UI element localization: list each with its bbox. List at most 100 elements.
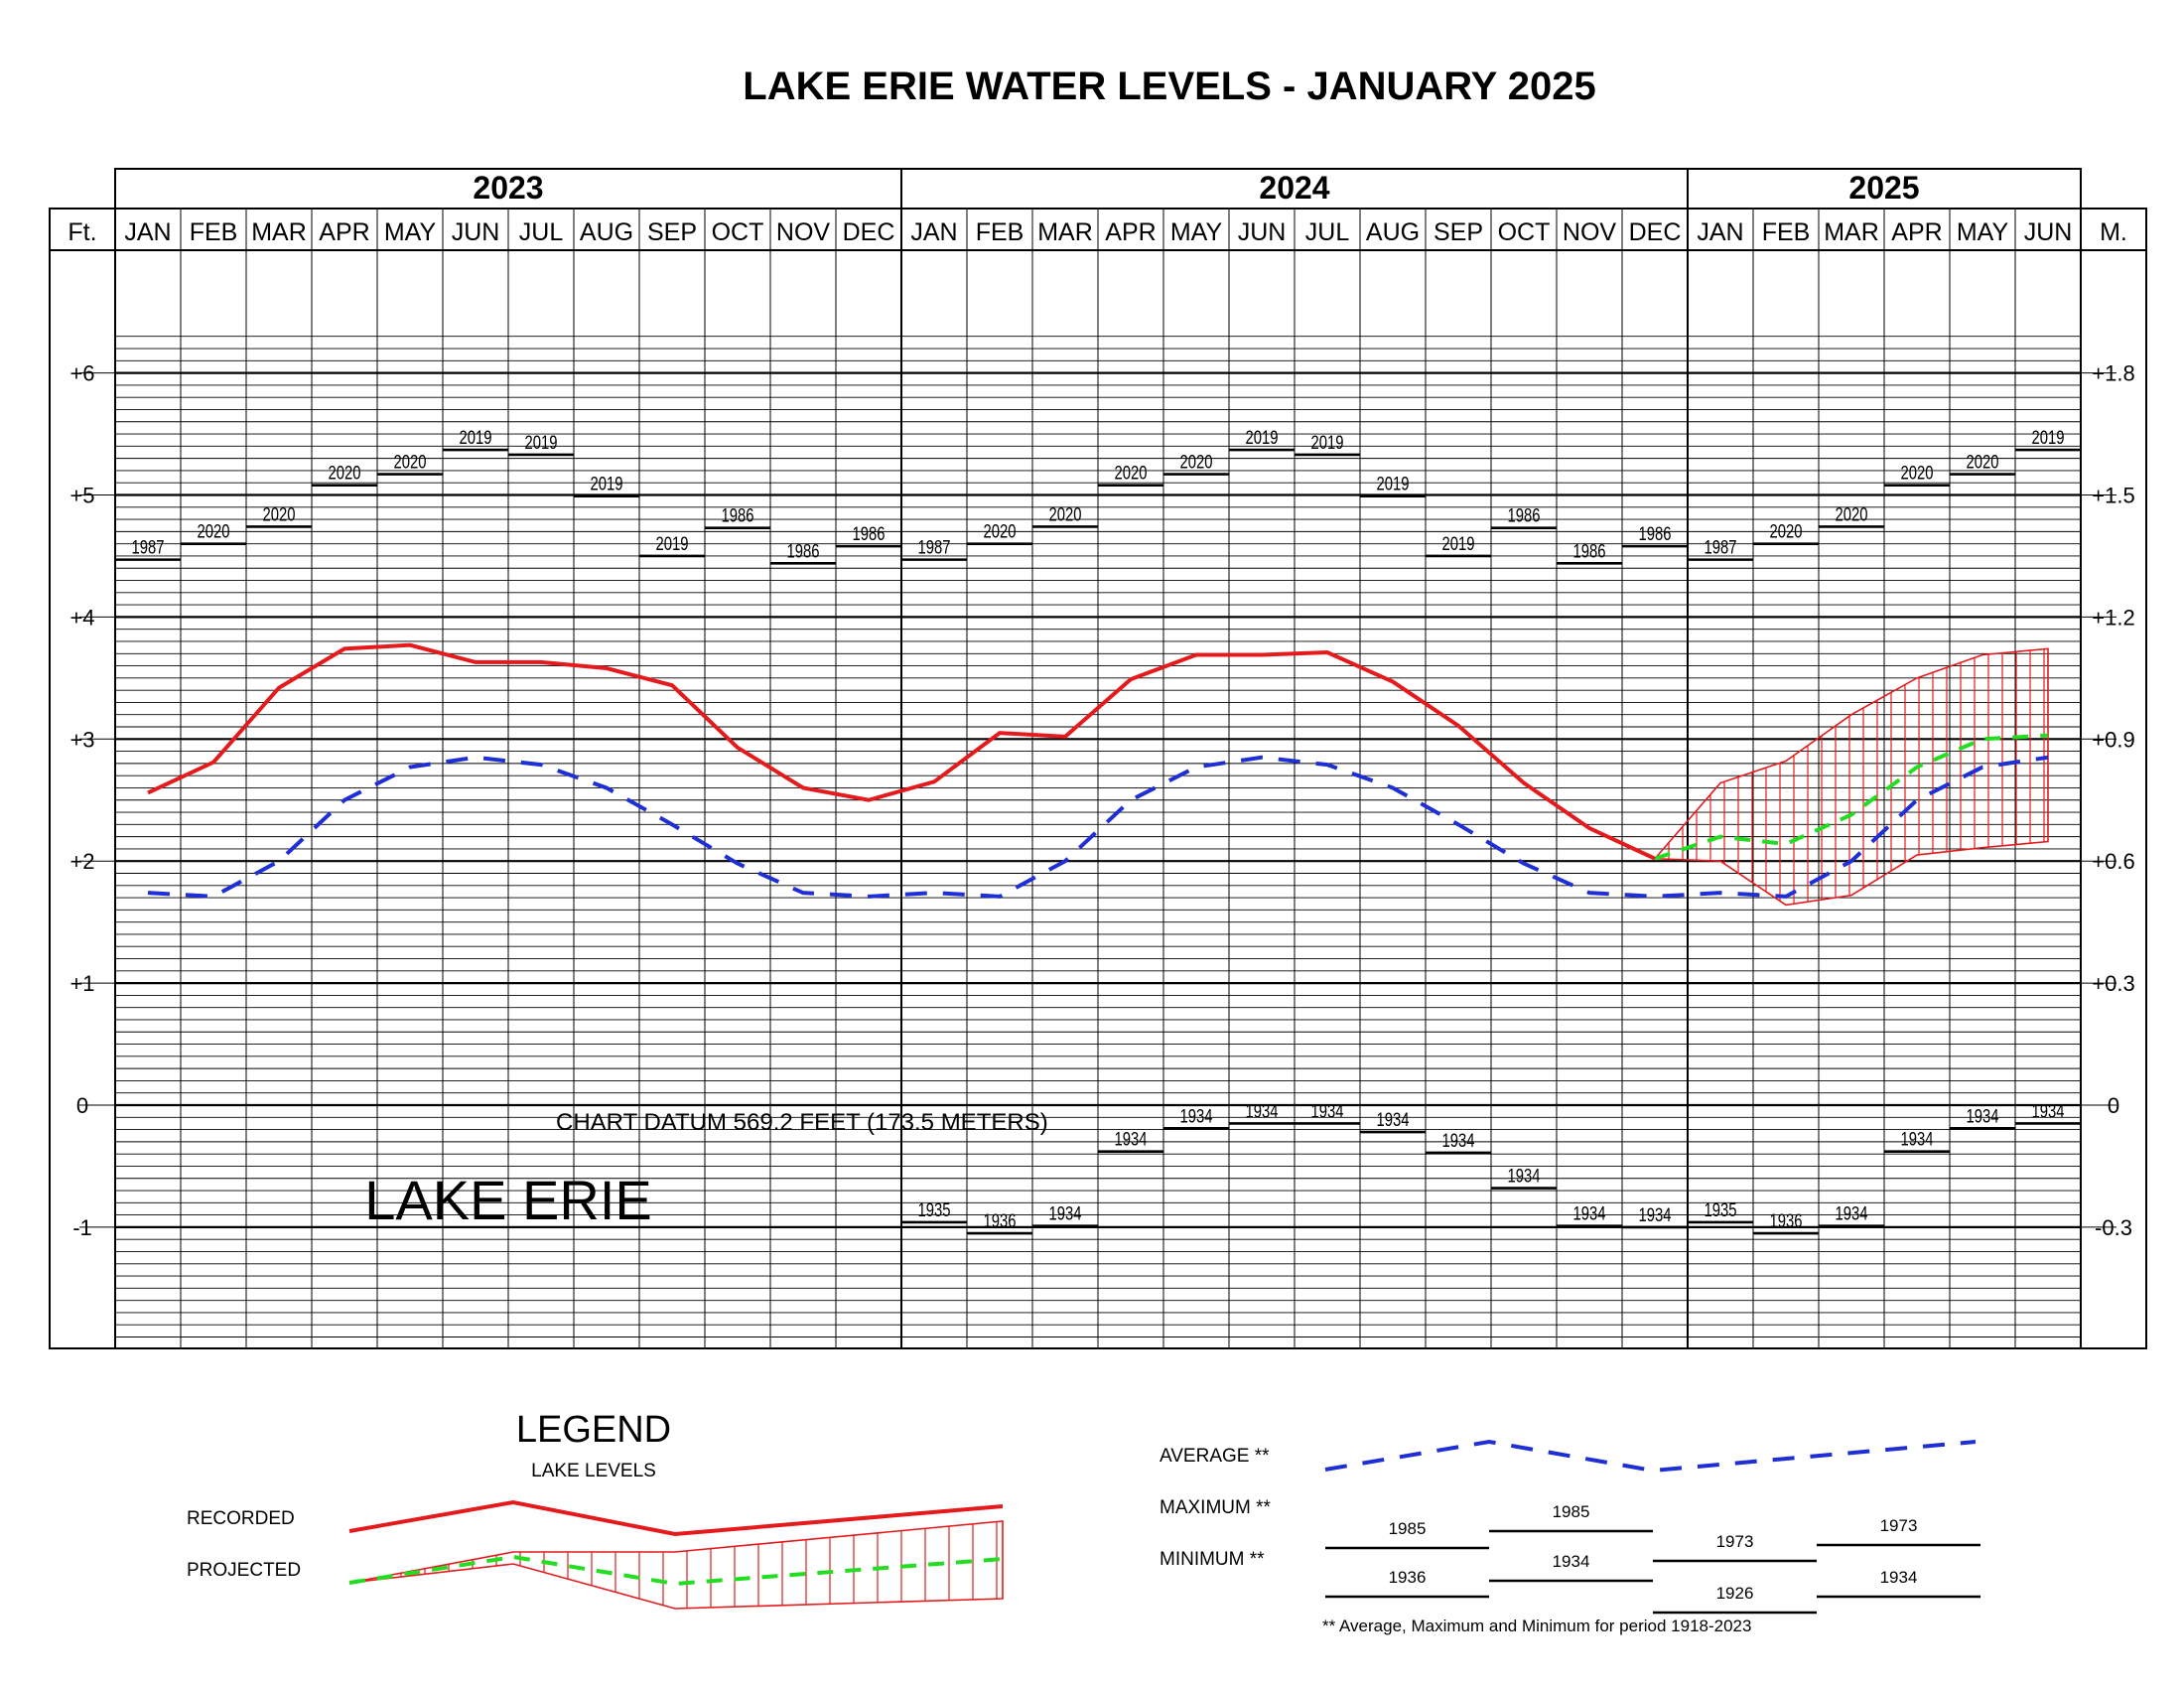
legend-projected-sample bbox=[348, 1554, 1004, 1587]
legend-min-year: 1934 bbox=[1880, 1568, 1918, 1587]
record-max-year: 2019 bbox=[525, 432, 558, 453]
record-min-year: 1935 bbox=[918, 1199, 951, 1220]
record-max-year: 2019 bbox=[656, 533, 689, 554]
feet-tick-label: 0 bbox=[76, 1093, 88, 1118]
month-label: FEB bbox=[976, 218, 1024, 246]
record-min-year: 1934 bbox=[1639, 1204, 1672, 1225]
legend-max-year: 1985 bbox=[1553, 1502, 1590, 1521]
meter-tick-label: 0 bbox=[2108, 1093, 2119, 1118]
month-label: APR bbox=[1105, 218, 1156, 246]
month-label: AUG bbox=[580, 218, 633, 246]
projected-range-envelope bbox=[1653, 647, 2049, 907]
legend-projected-envelope bbox=[348, 1520, 1004, 1610]
meter-tick-label: +1.8 bbox=[2092, 361, 2134, 386]
meter-tick-label: +0.3 bbox=[2092, 971, 2134, 996]
record-min-year: 1934 bbox=[1311, 1101, 1344, 1122]
month-label: MAR bbox=[251, 218, 307, 246]
legend-maximum-label: MAXIMUM ** bbox=[1160, 1497, 1272, 1518]
month-label: AUG bbox=[1366, 218, 1420, 246]
record-max-year: 1986 bbox=[787, 541, 820, 562]
record-max-year: 2019 bbox=[2032, 427, 2065, 448]
legend-recorded-sample bbox=[348, 1499, 1004, 1537]
record-min-year: 1934 bbox=[1442, 1130, 1475, 1151]
month-label: JUN bbox=[1238, 218, 1287, 246]
feet-tick-label: +4 bbox=[69, 605, 94, 630]
record-max-year: 2019 bbox=[1311, 432, 1344, 453]
record-min-year: 1934 bbox=[1246, 1101, 1279, 1122]
legend-title: LEGEND bbox=[516, 1409, 671, 1451]
recorded-series-line bbox=[147, 642, 1656, 861]
legend-subtitle: LAKE LEVELS bbox=[531, 1461, 656, 1481]
record-max-year: 2020 bbox=[1901, 463, 1934, 484]
record-min-year: 1934 bbox=[1377, 1109, 1410, 1130]
record-max-year: 2020 bbox=[394, 452, 427, 473]
month-label: MAR bbox=[1037, 218, 1093, 246]
year-label-2024: 2024 bbox=[1259, 170, 1329, 206]
legend-projected-label: PROJECTED bbox=[187, 1560, 301, 1581]
record-max-year: 2020 bbox=[984, 521, 1017, 542]
month-label: JAN bbox=[1697, 218, 1743, 246]
record-min-year: 1934 bbox=[1967, 1106, 1999, 1127]
legend-max-year: 1973 bbox=[1716, 1532, 1754, 1551]
right-axis-title: M. bbox=[2100, 218, 2127, 246]
average-series-line bbox=[147, 755, 2049, 899]
chart-series bbox=[147, 642, 2049, 907]
record-min-year: 1934 bbox=[1049, 1203, 1082, 1224]
month-label: MAY bbox=[1170, 218, 1223, 246]
meter-tick-label: -0.3 bbox=[2095, 1215, 2132, 1240]
record-max-year: 2019 bbox=[1442, 533, 1475, 554]
record-max-year: 1987 bbox=[918, 537, 951, 558]
record-levels: 1987 2020 2020 2020 2020 2019 2019 2019 2019 1986… bbox=[115, 427, 2081, 1235]
month-label: MAR bbox=[1824, 218, 1879, 246]
projected-series-line bbox=[1654, 733, 2049, 861]
legend-recorded-label: RECORDED bbox=[187, 1508, 295, 1529]
legend-average-label: AVERAGE ** bbox=[1160, 1446, 1270, 1467]
legend-graphics: 1985 1936 1985 1934 1973 1926 1973 1934 bbox=[348, 1439, 1980, 1615]
feet-tick-label: +2 bbox=[69, 849, 94, 874]
month-label: JUL bbox=[519, 218, 564, 246]
record-max-year: 2020 bbox=[198, 521, 230, 542]
month-label: SEP bbox=[647, 218, 697, 246]
record-max-year: 1986 bbox=[853, 523, 886, 544]
month-label: MAY bbox=[1957, 218, 2009, 246]
record-max-year: 2020 bbox=[329, 463, 361, 484]
record-max-year: 2020 bbox=[1115, 463, 1148, 484]
year-label-2023: 2023 bbox=[473, 170, 543, 206]
record-max-year: 2020 bbox=[263, 504, 296, 525]
meter-tick-label: +0.6 bbox=[2092, 849, 2134, 874]
month-label: OCT bbox=[712, 218, 764, 246]
legend-footnote: ** Average, Maximum and Minimum for peri… bbox=[1322, 1617, 1751, 1635]
month-label: DEC bbox=[1629, 218, 1682, 246]
chart-grid bbox=[49, 168, 2147, 1349]
chart-header: 2023 2024 2025 JAN FEB MAR APR MAY JUN JUL AUG SEP O… bbox=[68, 170, 2126, 246]
feet-tick-label: +1 bbox=[69, 971, 94, 996]
record-min-year: 1934 bbox=[1836, 1203, 1868, 1224]
legend-max-year: 1973 bbox=[1880, 1516, 1918, 1535]
meter-tick-label: +0.9 bbox=[2092, 727, 2134, 752]
lake-name-label: LAKE ERIE bbox=[364, 1169, 651, 1231]
month-label: JUL bbox=[1305, 218, 1350, 246]
meter-tick-label: +1.2 bbox=[2092, 605, 2134, 630]
meter-tick-label: +1.5 bbox=[2092, 484, 2134, 508]
record-max-year: 1986 bbox=[722, 505, 754, 526]
record-max-year: 2019 bbox=[591, 474, 623, 494]
record-max-year: 2020 bbox=[1770, 521, 1803, 542]
record-min-year: 1934 bbox=[1508, 1166, 1541, 1187]
month-label: SEP bbox=[1433, 218, 1483, 246]
legend: LEGEND LAKE LEVELS RECORDED PROJECTED AV… bbox=[187, 1409, 1980, 1635]
month-label: JAN bbox=[124, 218, 171, 246]
record-max-year: 2020 bbox=[1836, 504, 1868, 525]
month-label: APR bbox=[319, 218, 369, 246]
feet-tick-label: +5 bbox=[69, 484, 94, 508]
record-max-year: 2019 bbox=[1246, 427, 1279, 448]
record-max-year: 2020 bbox=[1180, 452, 1213, 473]
month-label: OCT bbox=[1498, 218, 1551, 246]
chart-axes: +6 +5 +4 +3 +2 +1 0 -1 +1.8 +1.5 +1.2 +0.9 +0.6 +0.3 0… bbox=[69, 361, 2134, 1240]
record-min-year: 1934 bbox=[1901, 1129, 1934, 1150]
month-label: JUN bbox=[2024, 218, 2073, 246]
record-min-year: 1934 bbox=[1180, 1106, 1213, 1127]
month-label: APR bbox=[1891, 218, 1942, 246]
month-label: FEB bbox=[190, 218, 238, 246]
record-min-year: 1934 bbox=[2032, 1101, 2065, 1122]
legend-min-year: 1926 bbox=[1716, 1584, 1754, 1603]
